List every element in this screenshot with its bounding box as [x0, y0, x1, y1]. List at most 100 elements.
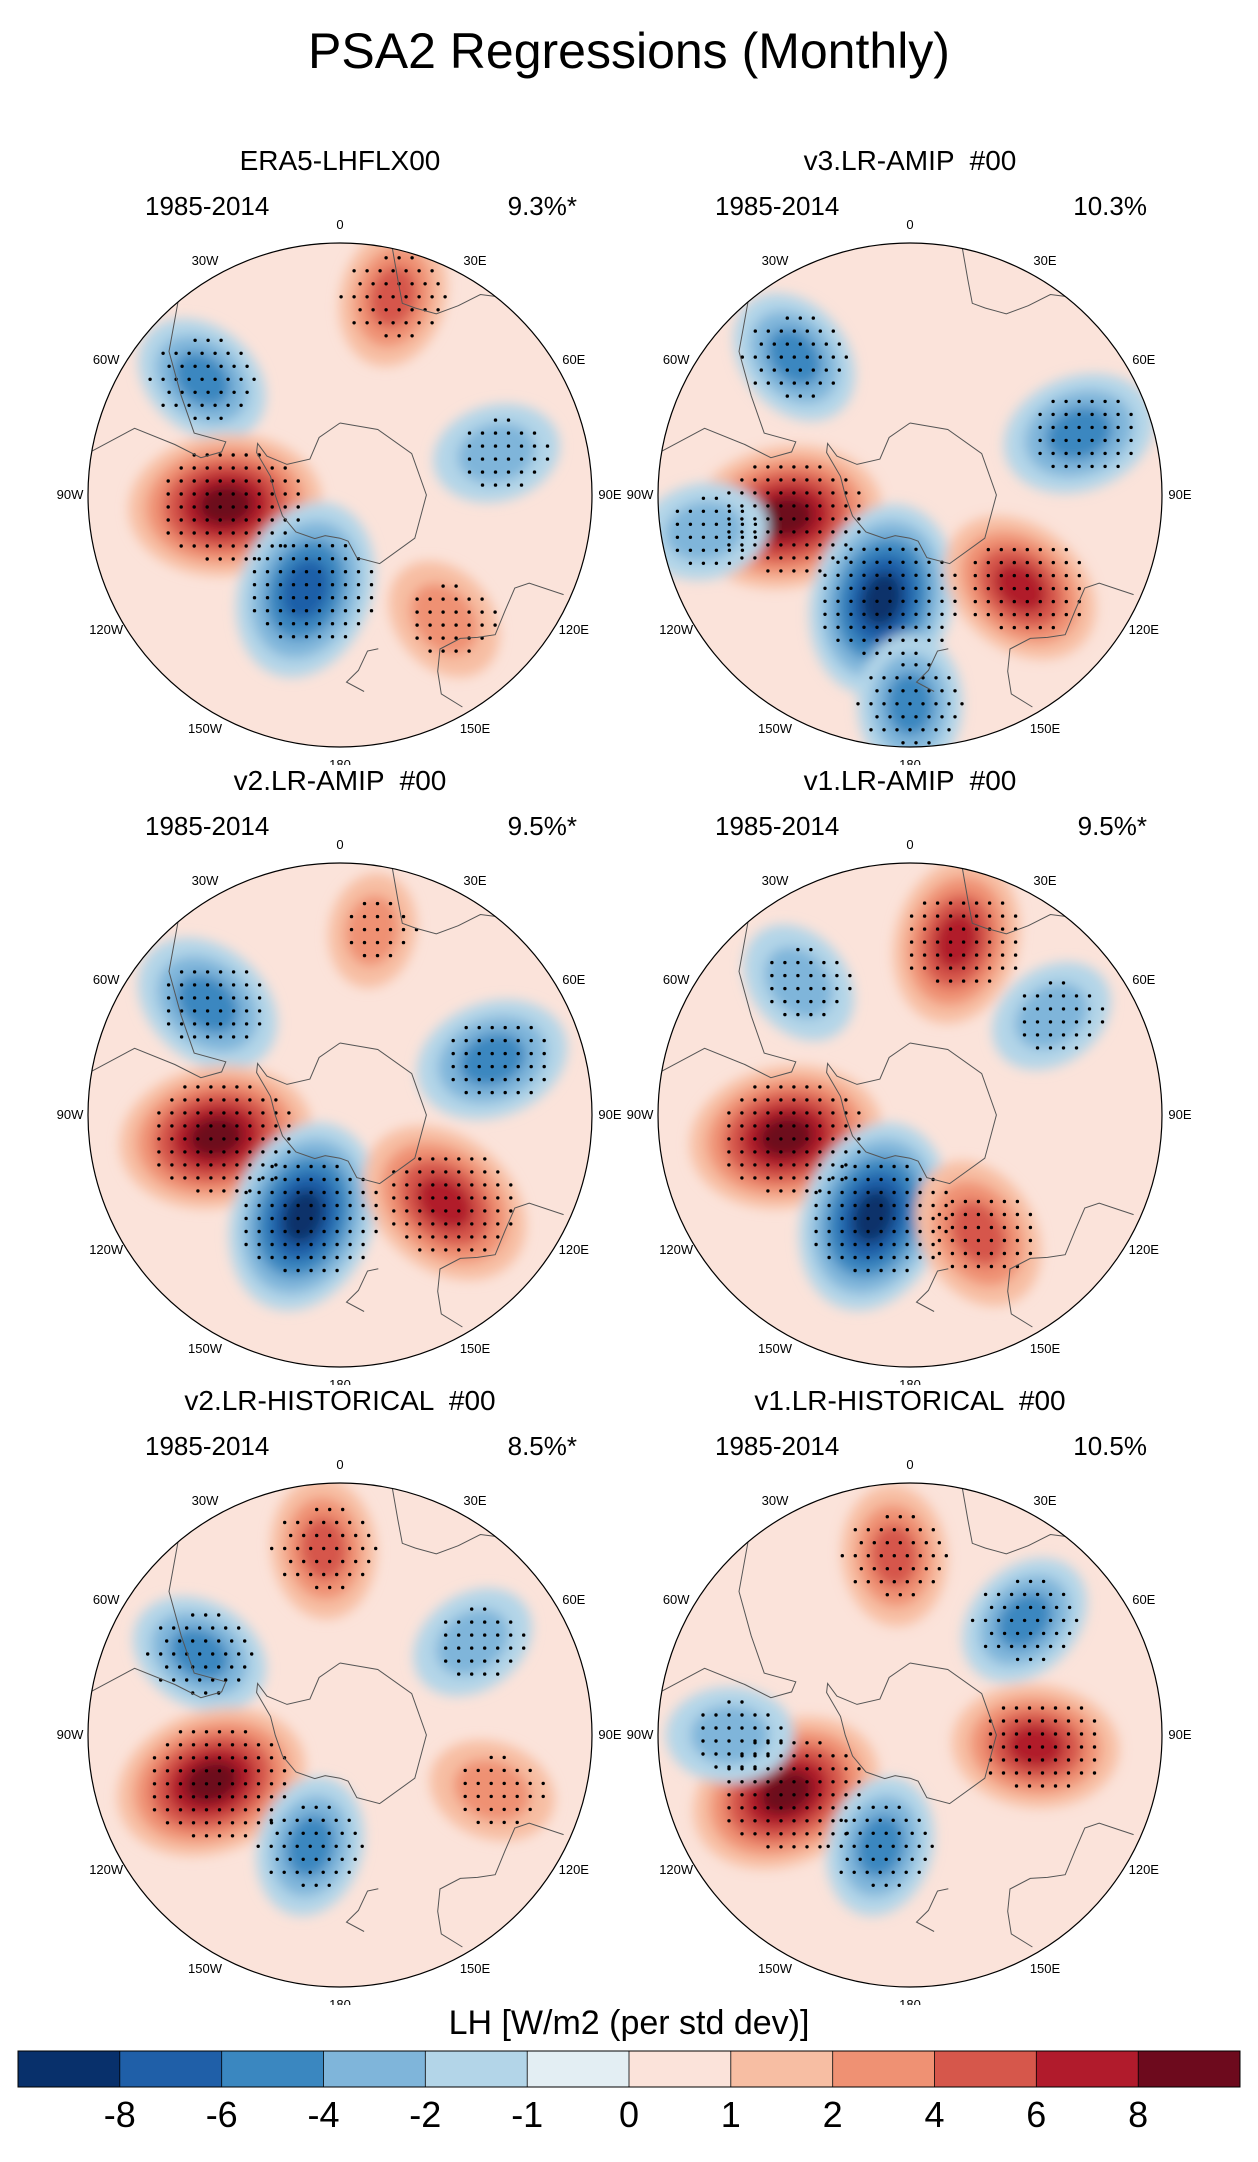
stipple-dot	[200, 351, 204, 355]
stipple-dot	[204, 1795, 209, 1799]
stipple-dot	[974, 979, 979, 983]
stipple-dot	[191, 1743, 196, 1747]
stipple-dot	[818, 1176, 822, 1180]
stipple-dot	[779, 381, 783, 385]
longitude-label: 60E	[562, 1592, 585, 1607]
stipple-dot	[905, 1164, 909, 1169]
stipple-dot	[1035, 1618, 1040, 1623]
stipple-dot	[1051, 573, 1055, 578]
stipple-dot	[206, 338, 210, 342]
stipple-dot	[918, 1216, 922, 1221]
stipple-dot	[766, 543, 770, 547]
stipple-dot	[161, 403, 165, 407]
stipple-dot	[1051, 612, 1055, 617]
stipple-dot	[892, 1203, 896, 1208]
stipple-dot	[844, 1780, 848, 1784]
stipple-dot	[191, 1808, 196, 1812]
stipple-dot	[898, 1541, 902, 1545]
stipple-dot	[909, 940, 914, 944]
continent-coastline	[1007, 582, 1134, 708]
stipple-dot	[431, 1209, 435, 1213]
stipple-dot	[714, 1726, 718, 1730]
stipple-dot	[727, 1752, 731, 1756]
stipple-dot	[914, 689, 918, 693]
anomaly-contour	[416, 1176, 473, 1230]
stipple-dot	[918, 1177, 922, 1182]
stipple-dot	[701, 522, 706, 526]
stipple-dot	[792, 1754, 796, 1758]
stipple-dot	[304, 609, 309, 613]
stipple-dot	[792, 1163, 796, 1167]
stipple-dot	[1015, 1199, 1020, 1204]
stipple-dot	[340, 1831, 344, 1835]
stipple-dot	[1079, 1758, 1084, 1762]
longitude-label: 120E	[559, 1862, 590, 1877]
stipple-dot	[343, 622, 348, 626]
stipple-dot	[1054, 1631, 1059, 1636]
stipple-dot	[853, 1216, 857, 1221]
stipple-dot	[235, 1111, 239, 1115]
stipple-dot	[976, 1225, 981, 1230]
stipple-dot	[257, 557, 261, 561]
stipple-dot	[905, 1216, 909, 1221]
stipple-dot	[348, 1572, 352, 1577]
stipple-dot	[196, 1150, 200, 1154]
stipple-dot	[269, 1821, 274, 1825]
stipple-dot	[869, 702, 873, 706]
stipple-dot	[950, 1212, 955, 1217]
colorbar-swatch	[730, 2051, 833, 2087]
stipple-dot	[1040, 1732, 1045, 1736]
stipple-dot	[1051, 399, 1055, 404]
stipple-dot	[901, 599, 905, 603]
stipple-dot	[740, 543, 744, 547]
stipple-dot	[295, 1844, 299, 1848]
stipple-dot	[423, 282, 427, 286]
stipple-dot	[844, 1754, 848, 1758]
stipple-dot	[232, 364, 236, 368]
stipple-dot	[901, 638, 905, 642]
stipple-dot	[766, 1767, 770, 1771]
stipple-dot	[209, 1189, 213, 1193]
stipple-dot	[334, 1818, 338, 1822]
stipple-dot	[516, 1077, 520, 1082]
panel-variance: 9.5%*	[1077, 811, 1147, 841]
stipple-dot	[283, 1546, 287, 1551]
stipple-dot	[362, 914, 367, 919]
stipple-dot	[948, 914, 953, 918]
stipple-dot	[740, 1793, 744, 1797]
stipple-dot	[875, 689, 879, 693]
stipple-dot	[392, 1183, 396, 1187]
stipple-dot	[489, 1768, 493, 1773]
stipple-dot	[753, 381, 757, 385]
stipple-dot	[528, 1781, 532, 1786]
stipple-dot	[1009, 1592, 1014, 1597]
stipple-dot	[444, 1659, 448, 1663]
stipple-dot	[976, 1251, 981, 1256]
stipple-dot	[230, 1665, 234, 1669]
panel-title: v2.LR-AMIP #00	[233, 765, 447, 796]
stipple-dot	[1028, 1579, 1033, 1584]
stipple-dot	[1048, 1033, 1053, 1037]
stipple-dot	[701, 496, 706, 500]
stipple-dot	[879, 1177, 883, 1182]
stipple-dot	[418, 1157, 422, 1161]
stipple-dot	[857, 1793, 861, 1797]
stipple-dot	[827, 1255, 831, 1260]
stipple-dot	[914, 625, 918, 629]
stipple-dot	[1048, 1020, 1053, 1024]
stipple-dot	[335, 1177, 339, 1182]
stipple-dot	[905, 1177, 909, 1182]
stipple-dot	[463, 1807, 467, 1812]
stipple-dot	[892, 1229, 896, 1234]
stipple-dot	[950, 1238, 955, 1243]
stipple-dot	[283, 479, 287, 483]
stipple-dot	[283, 492, 287, 496]
stipple-dot	[371, 282, 375, 286]
stipple-dot	[927, 599, 931, 603]
anomaly-contour	[994, 562, 1047, 613]
stipple-dot	[875, 651, 879, 655]
stipple-dot	[901, 715, 905, 719]
stipple-dot	[766, 355, 770, 359]
stipple-dot	[490, 1038, 494, 1043]
stipple-dot	[1129, 425, 1133, 430]
